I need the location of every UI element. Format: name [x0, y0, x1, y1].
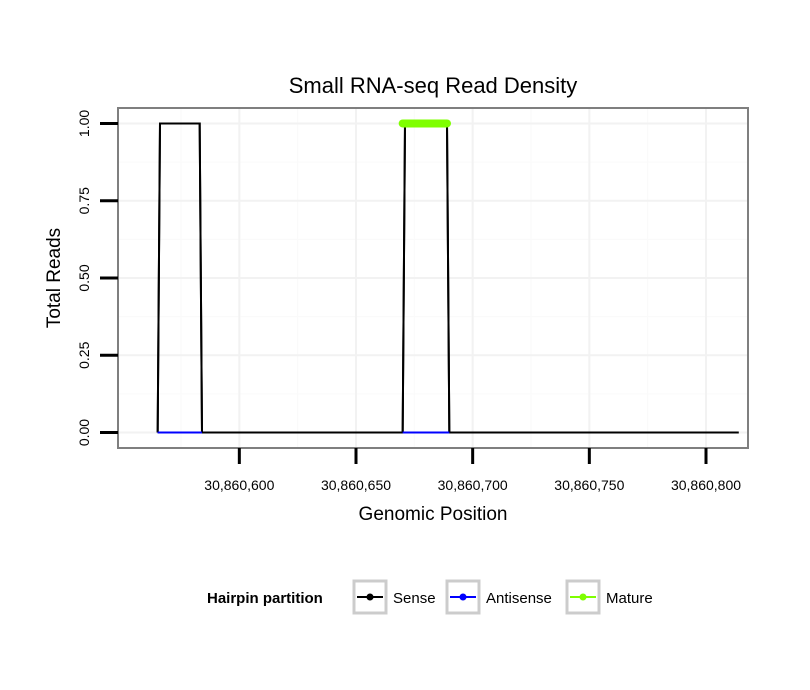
series-layer	[156, 119, 739, 434]
legend-key-point	[366, 593, 374, 601]
legend-key-point	[459, 593, 467, 601]
legend-label: Antisense	[486, 590, 552, 607]
x-tick-label: 30,860,700	[438, 477, 508, 493]
y-axis-label: Total Reads	[44, 228, 65, 328]
y-tick-label: 0.75	[76, 187, 92, 214]
x-tick-label: 30,860,650	[321, 477, 391, 493]
chart-title: Small RNA-seq Read Density	[289, 73, 578, 98]
x-axis: 30,860,600 30,860,650 30,860,700 30,860,750…	[204, 448, 741, 493]
y-tick-label: 0.25	[76, 341, 92, 368]
legend-item-sense: Sense	[352, 579, 436, 615]
y-axis: 0.00 0.25 0.50 0.75 1.00	[76, 110, 118, 446]
legend-item-mature: Mature	[565, 579, 653, 615]
legend-title: Hairpin partition	[207, 590, 323, 607]
y-tick-label: 0.50	[76, 264, 92, 291]
y-tick-label: 1.00	[76, 110, 92, 137]
legend-items: Sense Antisense Mature	[352, 579, 653, 615]
legend: Hairpin partition Sense Antisense Mature	[207, 579, 653, 615]
x-tick-label: 30,860,750	[554, 477, 624, 493]
x-tick-label: 30,860,800	[671, 477, 741, 493]
legend-label: Sense	[393, 590, 436, 607]
legend-item-antisense: Antisense	[445, 579, 552, 615]
x-axis-label: Genomic Position	[359, 504, 508, 525]
legend-key-point	[579, 593, 587, 601]
legend-label: Mature	[606, 590, 653, 607]
y-tick-label: 0.00	[76, 419, 92, 446]
x-tick-label: 30,860,600	[204, 477, 274, 493]
